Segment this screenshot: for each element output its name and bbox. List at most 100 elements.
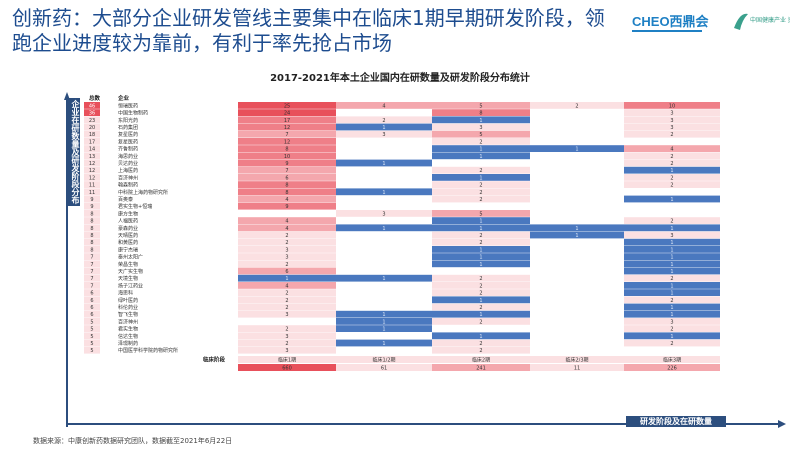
heatmap-cell-value: 1 bbox=[479, 298, 482, 304]
row-total-cell bbox=[84, 138, 100, 145]
heatmap-cell bbox=[238, 123, 336, 131]
row-total-value: 5 bbox=[90, 319, 93, 325]
column-total-value: 61 bbox=[381, 366, 387, 372]
heatmap-cell bbox=[624, 166, 720, 174]
row-total-value: 12 bbox=[89, 175, 95, 181]
heatmap-cell-value: 2 bbox=[479, 319, 482, 325]
heatmap-cell bbox=[336, 274, 432, 282]
heatmap-cell-value: 8 bbox=[285, 190, 288, 196]
cheo-logo-icon: CHEO西鼎会 bbox=[632, 14, 710, 32]
heatmap-cell-value: 3 bbox=[670, 111, 673, 117]
heatmap-cell-value: 1 bbox=[479, 118, 482, 124]
heatmap-cell bbox=[432, 346, 530, 354]
heatmap-cell bbox=[432, 332, 530, 340]
heatmap-cell-value: 2 bbox=[670, 341, 673, 347]
heatmap-cell bbox=[238, 217, 336, 224]
row-total-cell bbox=[84, 145, 100, 152]
heatmap-cell-value: 1 bbox=[382, 190, 385, 196]
column-header-label: 临床3期 bbox=[663, 357, 681, 364]
heatmap-cell-value: 3 bbox=[670, 125, 673, 131]
column-header-label: 临床1期 bbox=[278, 357, 296, 364]
heatmap-cell bbox=[238, 253, 336, 260]
heatmap-cell-value: 1 bbox=[575, 147, 578, 153]
column-total-cell bbox=[624, 364, 720, 371]
heatmap-cell bbox=[432, 339, 530, 347]
heatmap-cell bbox=[336, 130, 432, 138]
heatmap-cell-value: 2 bbox=[285, 233, 288, 239]
heatmap-cell bbox=[432, 260, 530, 268]
row-company-label: 复星医药 bbox=[118, 138, 138, 145]
heatmap-cell bbox=[238, 145, 336, 152]
row-total-value: 12 bbox=[89, 168, 95, 174]
heatmap-cell-value: 1 bbox=[575, 233, 578, 239]
heatmap-cell bbox=[432, 310, 530, 318]
row-company-label: 天境生物 bbox=[118, 275, 138, 282]
heatmap-cell bbox=[432, 238, 530, 246]
heatmap-cell-value: 2 bbox=[670, 183, 673, 189]
heatmap-cell-value: 2 bbox=[479, 233, 482, 239]
row-total-cell bbox=[84, 109, 100, 116]
heatmap-cell bbox=[238, 339, 336, 347]
column-header-cell bbox=[238, 356, 336, 363]
heatmap-cell-value: 1 bbox=[670, 168, 673, 174]
heatmap-cell bbox=[432, 174, 530, 181]
heatmap-cell bbox=[238, 346, 336, 354]
row-total-cell bbox=[84, 123, 100, 131]
row-total-cell bbox=[84, 159, 100, 167]
heatmap-cell bbox=[530, 102, 624, 109]
heatmap-cell bbox=[432, 253, 530, 260]
heatmap-cell bbox=[432, 130, 530, 138]
row-company-label: 恒瑞医药 bbox=[118, 102, 138, 109]
row-total-cell bbox=[84, 195, 100, 203]
row-total-value: 9 bbox=[90, 204, 93, 210]
row-total-cell bbox=[84, 260, 100, 268]
heatmap-cell bbox=[624, 102, 720, 109]
heatmap-cell-value: 2 bbox=[479, 276, 482, 282]
heatmap-cell bbox=[530, 145, 624, 152]
heatmap-cell bbox=[624, 159, 720, 167]
row-total-value: 6 bbox=[90, 291, 93, 297]
heatmap-cell bbox=[238, 109, 336, 116]
heatmap-cell-value: 2 bbox=[285, 298, 288, 304]
row-company-label: 中国生物制药 bbox=[118, 110, 148, 117]
footer-stage-label: 临床阶段 bbox=[203, 356, 226, 364]
row-total-cell bbox=[84, 339, 100, 347]
row-company-label: 康方生物 bbox=[118, 210, 138, 217]
partner-logo-text: 中国健康产业 资本峰会 bbox=[750, 16, 790, 24]
row-company-label: 复星医药 bbox=[118, 131, 138, 138]
heatmap-cell bbox=[336, 159, 432, 167]
heatmap-cell-value: 2 bbox=[479, 139, 482, 145]
chart-title: 2017-2021年本土企业国内在研数量及研发阶段分布统计 bbox=[270, 73, 530, 84]
heatmap-cell bbox=[238, 174, 336, 181]
heatmap-cell-value: 9 bbox=[285, 161, 288, 167]
heatmap-cell bbox=[624, 274, 720, 282]
heatmap-cell bbox=[432, 152, 530, 160]
heatmap-cell-value: 4 bbox=[285, 226, 288, 232]
heatmap-cell-value: 5 bbox=[479, 211, 482, 217]
heatmap-cell-value: 4 bbox=[382, 103, 385, 109]
heatmap-cell bbox=[238, 246, 336, 253]
heatmap-cell bbox=[432, 123, 530, 131]
heatmap-cell-value: 2 bbox=[479, 348, 482, 354]
row-total-value: 7 bbox=[90, 255, 93, 261]
heatmap-cell-value: 2 bbox=[575, 103, 578, 109]
column-total-cell bbox=[530, 364, 624, 371]
row-company-label: 人福医药 bbox=[118, 218, 138, 225]
heatmap-cell-value: 1 bbox=[479, 247, 482, 253]
row-total-cell bbox=[84, 231, 100, 239]
heatmap-cell-value: 1 bbox=[479, 226, 482, 232]
row-total-cell bbox=[84, 116, 100, 124]
heatmap-cell bbox=[432, 138, 530, 145]
header-company-label: 企业 bbox=[117, 94, 130, 102]
heatmap-cell-value: 1 bbox=[382, 341, 385, 347]
heatmap-cell bbox=[238, 282, 336, 289]
heatmap-cell bbox=[336, 339, 432, 347]
heatmap-cell bbox=[336, 224, 432, 232]
heatmap-cell bbox=[624, 145, 720, 152]
row-total-value: 7 bbox=[90, 276, 93, 282]
heatmap-cell bbox=[238, 332, 336, 340]
row-company-label: 君实生物+恒瑞 bbox=[118, 203, 152, 210]
row-total-cell bbox=[84, 346, 100, 354]
heatmap-cell-value: 2 bbox=[670, 154, 673, 160]
heatmap-cell bbox=[432, 109, 530, 116]
